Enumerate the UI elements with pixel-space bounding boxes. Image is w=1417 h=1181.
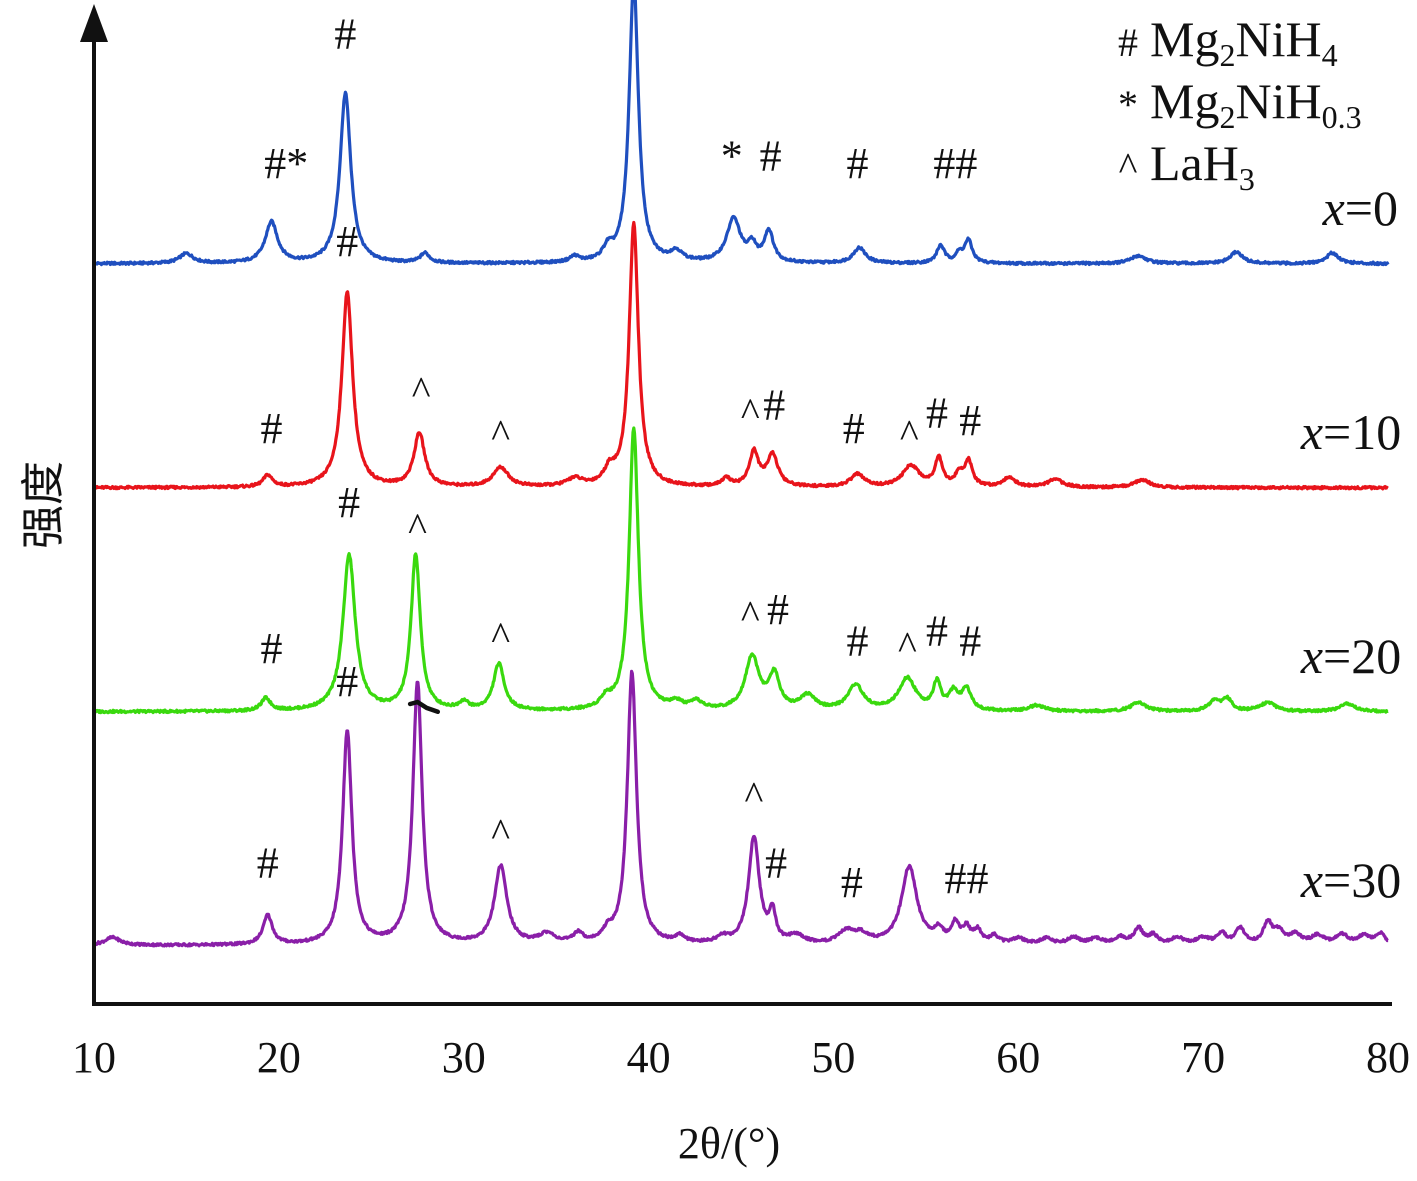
peak-marker-s4-5: #: [765, 838, 787, 887]
peak-marker-s2-2: #: [336, 217, 358, 266]
peak-marker-s1-2: #: [334, 10, 356, 59]
x-tick-label-30: 30: [442, 1033, 486, 1082]
peak-marker-s1-7: ##: [933, 139, 977, 188]
x-tick-label-70: 70: [1181, 1033, 1225, 1082]
series-label-4: x=30: [1300, 852, 1401, 908]
peak-marker-s1-1: #*: [264, 139, 308, 188]
series-line-2: [93, 220, 1389, 491]
peak-marker-s3-6: #: [767, 585, 789, 634]
peak-marker-s3-1: #: [260, 624, 282, 673]
legend: # Mg2NiH4 * Mg2NiH0.3 ^ LaH3: [1118, 11, 1362, 197]
y-axis-title: 强度: [19, 461, 68, 549]
peak-marker-s4-1: #: [257, 838, 279, 887]
x-tick-label-80: 80: [1366, 1033, 1410, 1082]
x-axis-title: 2θ/(°): [678, 1119, 780, 1168]
legend-label-1: Mg2NiH4: [1150, 11, 1338, 73]
series-label-value: =10: [1323, 404, 1401, 460]
peak-markers: #*##*######^^^##^####^^^##^####^^####: [257, 10, 989, 907]
legend-label-3: LaH3: [1150, 135, 1255, 197]
peak-marker-s3-8: ^: [898, 623, 917, 668]
peak-marker-s4-3: ^: [491, 810, 510, 855]
series-label-value: =30: [1323, 852, 1401, 908]
series-label-2: x=10: [1300, 404, 1401, 460]
series-label-var: x: [1300, 852, 1323, 908]
series-line-3: [93, 426, 1389, 715]
series-label-value: =0: [1345, 180, 1398, 236]
x-tick-label-50: 50: [811, 1033, 855, 1082]
peak-marker-s1-6: #: [846, 139, 868, 188]
series-label-value: =20: [1323, 628, 1401, 684]
series-label-3: x=20: [1300, 628, 1401, 684]
x-tick-label-10: 10: [72, 1033, 116, 1082]
x-tick-label-40: 40: [627, 1033, 671, 1082]
peak-marker-s2-10: #: [959, 396, 981, 445]
peak-marker-s4-2: #: [336, 657, 358, 706]
series-label-1: x=0: [1322, 180, 1398, 236]
series-label-var: x: [1300, 404, 1323, 460]
series-labels: x=0x=10x=20x=30: [1300, 180, 1401, 908]
peak-marker-s3-2: #: [338, 478, 360, 527]
legend-symbol-2: *: [1118, 82, 1138, 127]
peak-marker-s3-10: #: [959, 616, 981, 665]
series-line-1: [92, 0, 1390, 267]
legend-symbol-1: #: [1118, 20, 1138, 65]
x-tick-label-60: 60: [996, 1033, 1040, 1082]
peak-marker-s2-9: #: [926, 388, 948, 437]
peak-marker-s2-1: #: [260, 404, 282, 453]
peak-marker-s4-7: ##: [945, 854, 989, 903]
tick-labels: 10 20 30 40 50 60 70 80: [72, 1033, 1410, 1082]
peak-marker-s2-5: ^: [741, 389, 760, 434]
x-tick-label-20: 20: [257, 1033, 301, 1082]
series-line-4: [92, 669, 1389, 948]
legend-label-2: Mg2NiH0.3: [1150, 73, 1362, 135]
peak-marker-s2-7: #: [843, 404, 865, 453]
peak-marker-s3-3: ^: [408, 504, 427, 549]
peak-marker-s1-5: #: [760, 131, 782, 180]
annotation-layer: [407, 699, 441, 715]
peak-marker-s3-4: ^: [491, 613, 510, 658]
y-axis-arrow: [80, 4, 108, 42]
peak-marker-s2-8: ^: [900, 411, 919, 456]
axes-layer: [80, 4, 1392, 1006]
peak-marker-s3-5: ^: [741, 592, 760, 637]
series-label-var: x: [1322, 180, 1345, 236]
peak-marker-s2-4: ^: [491, 411, 510, 456]
peak-marker-s1-4: *: [721, 131, 743, 180]
peak-marker-s2-3: ^: [412, 368, 431, 413]
peak-marker-s3-9: #: [926, 607, 948, 656]
legend-symbol-3: ^: [1119, 144, 1138, 189]
series-layer: [92, 0, 1390, 948]
peak-marker-s2-6: #: [763, 381, 785, 430]
series-label-var: x: [1300, 628, 1323, 684]
overlap-mark: [407, 699, 441, 715]
peak-marker-s3-7: #: [846, 616, 868, 665]
peak-marker-s4-6: #: [841, 858, 863, 907]
peak-marker-s4-4: ^: [745, 773, 764, 818]
